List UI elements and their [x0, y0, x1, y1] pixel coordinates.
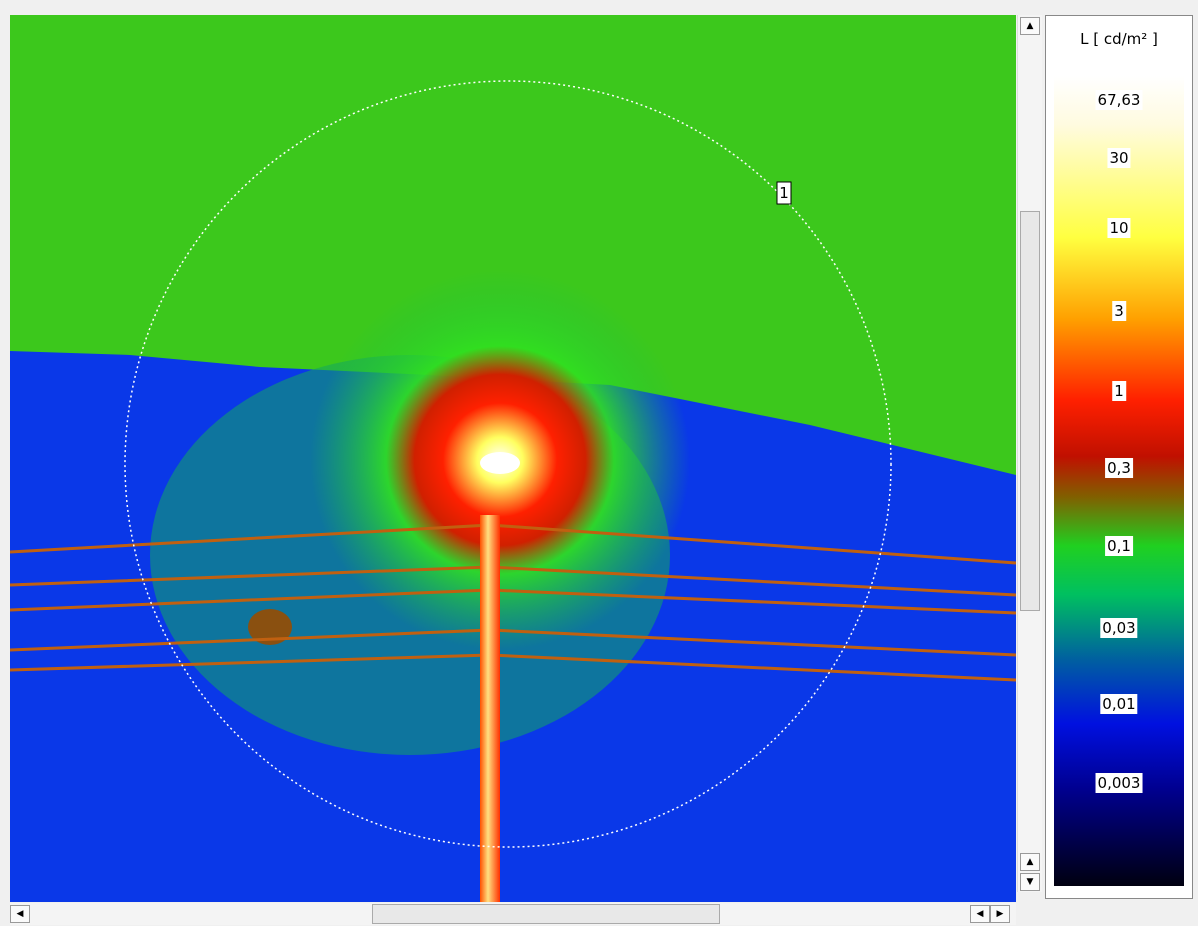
horizontal-scrollbar[interactable]: ◀ ◀ ▶: [10, 903, 1016, 925]
legend-label: 0,01: [1100, 694, 1137, 714]
legend-label: 0,3: [1105, 458, 1133, 478]
vertical-scrollbar[interactable]: ▲ ▲ ▼: [1017, 15, 1042, 892]
legend-label: 30: [1107, 148, 1130, 168]
scroll-thumb[interactable]: [1020, 211, 1040, 611]
legend-label: 0,03: [1100, 618, 1137, 638]
scroll-left[interactable]: ◀: [10, 905, 30, 923]
color-legend: L [ cd/m² ] 67,63 30 10 3 1 0,3 0,1 0,03 0,01 0,0…: [1045, 15, 1193, 899]
luminance-image: 1: [10, 15, 1016, 902]
legend-label: 67,63: [1096, 90, 1143, 110]
legend-label: 3: [1112, 301, 1126, 321]
scroll-down[interactable]: ▼: [1020, 873, 1040, 891]
legend-label: 10: [1107, 218, 1130, 238]
legend-label: 0,1: [1105, 536, 1133, 556]
scroll-right[interactable]: ▶: [990, 905, 1010, 923]
color-bar: [1054, 76, 1184, 886]
legend-title: L [ cd/m² ]: [1046, 30, 1192, 48]
region-label: 1: [779, 184, 789, 202]
legend-label: 1: [1112, 381, 1126, 401]
scroll-up[interactable]: ▲: [1020, 853, 1040, 871]
scroll-thumb[interactable]: [372, 904, 720, 924]
scroll-left[interactable]: ◀: [970, 905, 990, 923]
legend-label: 0,003: [1096, 773, 1143, 793]
app: 1 ▲ ▲ ▼ ◀ ◀ ▶ L [ cd/m² ] 67,63 30 10 3 1 0,3…: [0, 0, 1198, 926]
scroll-up[interactable]: ▲: [1020, 17, 1040, 35]
